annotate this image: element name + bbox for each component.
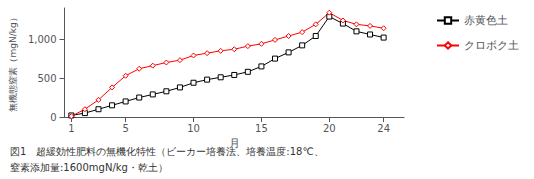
svg-text:月: 月 xyxy=(229,137,240,150)
svg-text:1: 1 xyxy=(68,123,74,134)
svg-text:赤黄色土: 赤黄色土 xyxy=(464,14,508,27)
svg-text:20: 20 xyxy=(323,123,336,134)
svg-text:窒素添加量:1600mgN/kg・乾土）: 窒素添加量:1600mgN/kg・乾土） xyxy=(10,162,168,173)
svg-text:24: 24 xyxy=(377,123,390,134)
svg-text:15: 15 xyxy=(255,123,268,134)
svg-text:図1 超緩効性肥料の無機化特性（ビーカー培養法、培養温度:1: 図1 超緩効性肥料の無機化特性（ビーカー培養法、培養温度:18℃、 xyxy=(10,146,324,157)
svg-text:500: 500 xyxy=(37,73,56,84)
svg-text:無機態窒素（mgN/kg）: 無機態窒素（mgN/kg） xyxy=(8,13,18,111)
svg-text:1,000: 1,000 xyxy=(28,34,57,45)
svg-text:10: 10 xyxy=(187,123,200,134)
svg-text:5: 5 xyxy=(122,123,128,134)
svg-text:クロボク土: クロボク土 xyxy=(464,39,519,52)
svg-text:0: 0 xyxy=(50,112,56,123)
